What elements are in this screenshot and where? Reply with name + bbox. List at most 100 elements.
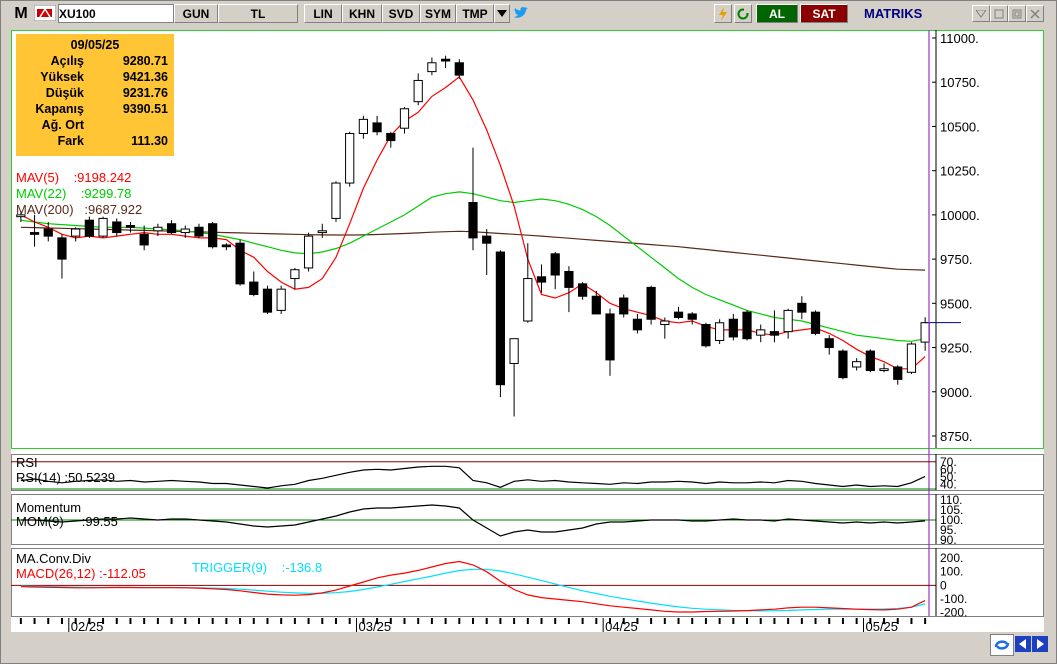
candle-body	[153, 226, 163, 232]
lightning-icon[interactable]	[714, 4, 732, 23]
price-tick-label: 9500.	[940, 296, 973, 311]
mav5-legend: MAV(5) :9198.242	[16, 170, 131, 185]
dropdown-arrow-icon[interactable]	[494, 4, 510, 23]
time-axis-label: 05/25	[865, 619, 898, 632]
svd-button[interactable]: SVD	[382, 4, 420, 23]
rsi-value: :50.5239	[64, 470, 116, 485]
momentum-title: Momentum	[16, 500, 82, 515]
period-button[interactable]: GUN	[174, 4, 218, 23]
candle-body	[235, 242, 245, 285]
bottom-bar	[0, 632, 1055, 662]
trigger-line	[20, 568, 926, 612]
chart-canvas[interactable]: 11000. 10750. 10500. 10250. 10000. 9750. 9500.…	[11, 30, 1044, 634]
sell-button[interactable]: SAT	[800, 4, 848, 23]
info-label: Yüksek	[40, 70, 84, 84]
candle-body	[71, 228, 81, 237]
rsi-tick-label: 70.	[940, 455, 957, 469]
restore-icon[interactable]	[990, 5, 1008, 22]
candle-body	[427, 62, 437, 73]
candle-body	[29, 232, 40, 235]
sync-icon[interactable]	[990, 634, 1014, 656]
candle-body	[701, 324, 711, 347]
khn-button[interactable]: KHN	[342, 4, 382, 23]
twitter-icon[interactable]	[512, 5, 530, 21]
chart-area[interactable]: 11000. 10750. 10500. 10250. 10000. 9750. 9500.…	[11, 30, 1044, 634]
flag-icon[interactable]	[33, 4, 57, 22]
momentum-tick-label: 95.	[940, 523, 957, 537]
info-label: Kapanış	[35, 102, 84, 116]
candle-body	[262, 288, 273, 313]
candle-body	[358, 118, 368, 135]
candle-body	[303, 235, 314, 269]
currency-button[interactable]: TL	[218, 4, 298, 23]
maximize-icon[interactable]	[1008, 5, 1026, 22]
info-label: Düşük	[45, 86, 84, 100]
scroll-left-icon[interactable]	[1015, 636, 1031, 652]
refresh-icon[interactable]	[734, 4, 752, 23]
mom-value: :99.55	[81, 514, 118, 529]
info-row-open: Açılış 9280.71	[16, 54, 174, 70]
candle-body	[495, 251, 506, 386]
time-axis-label: 04/25	[605, 619, 638, 632]
candle-body	[290, 269, 300, 280]
symbol-input[interactable]: XU100	[58, 4, 174, 23]
candle-body	[728, 318, 738, 338]
time-axis-label: 03/25	[359, 619, 392, 632]
scroll-right-icon[interactable]	[1032, 636, 1048, 652]
candle-body	[756, 329, 766, 336]
m-label: M	[14, 4, 28, 22]
candle-body	[57, 237, 67, 260]
candle-body	[783, 309, 793, 333]
info-row-high: Yüksek 9421.36	[16, 70, 174, 86]
candle-body	[578, 283, 588, 297]
macd-label: MACD(26,12)	[16, 566, 96, 581]
close-icon[interactable]	[1026, 5, 1044, 22]
lin-label: LIN	[313, 6, 333, 21]
price-tick-label: 9250.	[940, 341, 973, 356]
rsi-tick-label: 60.	[940, 462, 957, 476]
info-value: 111.30	[131, 134, 168, 148]
candle-body	[810, 311, 821, 334]
candle-body	[331, 182, 341, 219]
price-tick-label: 10750.	[940, 75, 980, 90]
trigger-label: TRIGGER(9)	[192, 560, 268, 575]
mav200-legend: MAV(200) :9687.922	[16, 202, 142, 217]
candle-body	[564, 270, 574, 288]
momentum-line	[20, 504, 926, 537]
candle-body	[468, 201, 478, 239]
candle-body	[84, 219, 94, 237]
candle-body	[619, 297, 629, 315]
candle-body	[482, 235, 492, 244]
candle-body	[632, 318, 643, 331]
sell-label: SAT	[812, 6, 836, 21]
candle-body	[413, 79, 423, 103]
candle-body	[166, 223, 177, 234]
rsi-panel-border	[11, 454, 1044, 491]
sym-button[interactable]: SYM	[420, 4, 456, 23]
mav22-legend: MAV(22) :9299.78	[16, 186, 131, 201]
candle-body	[742, 311, 752, 340]
minimize-icon[interactable]	[972, 5, 990, 22]
lin-button[interactable]: LIN	[304, 4, 342, 23]
rsi-line	[20, 465, 926, 489]
momentum-tick-label: 110.	[940, 493, 962, 507]
matriks-logo-button[interactable]: M	[10, 4, 32, 23]
candle-body	[536, 276, 547, 283]
info-value: 9390.51	[122, 102, 168, 116]
candle-body	[893, 366, 903, 380]
rsi-label: RSI(14)	[16, 470, 61, 485]
rsi-tick-label: 40.	[940, 477, 957, 491]
buy-button[interactable]: AL	[756, 4, 798, 23]
symbol-text: XU100	[59, 6, 96, 21]
candle-body	[605, 313, 615, 361]
candle-body	[16, 214, 26, 218]
tmp-label: TMP	[462, 6, 488, 21]
mav22-value: :9299.78	[80, 186, 132, 201]
info-row-low: Düşük 9231.76	[16, 86, 174, 102]
info-label: Ağ. Ort	[41, 118, 84, 132]
candle-body	[440, 58, 451, 62]
rsi-legend: RSI(14) :50.5239	[16, 470, 115, 485]
tmp-button[interactable]: TMP	[456, 4, 494, 23]
candle-body	[399, 108, 410, 129]
macd-line	[20, 560, 926, 613]
